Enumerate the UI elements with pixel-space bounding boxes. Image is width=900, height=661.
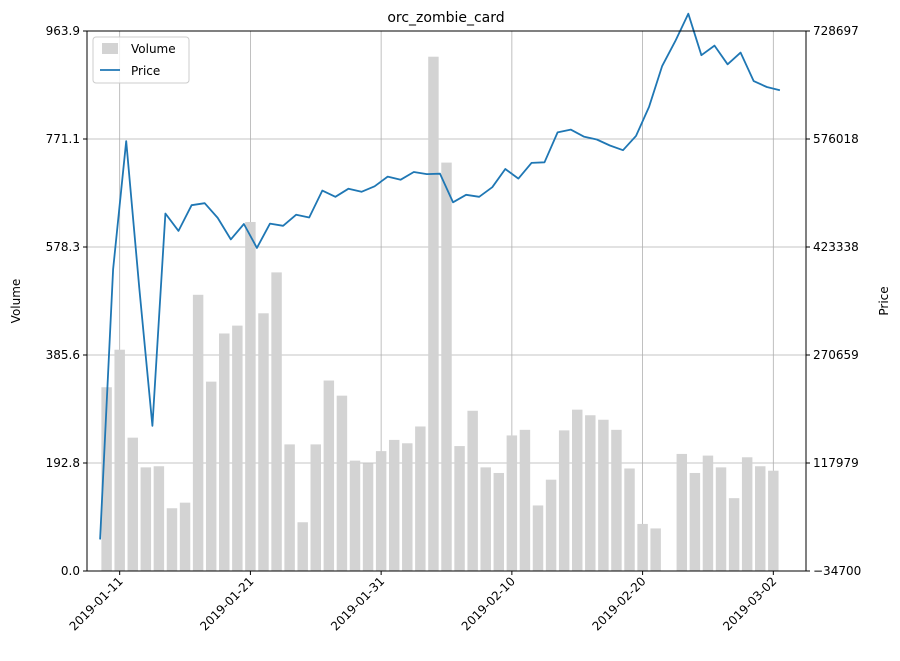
volume-bar (768, 470, 779, 571)
volume-bar (297, 522, 308, 571)
volume-bar (336, 395, 348, 571)
volume-bar (310, 444, 322, 571)
volume-bar (245, 221, 256, 571)
price-line (99, 12, 781, 540)
volume-bar (428, 56, 439, 571)
volume-bar (558, 430, 570, 571)
volume-bar (532, 505, 544, 571)
volume-bar (571, 409, 583, 571)
volume-bar (192, 294, 204, 571)
right-tick-label: 117979 (813, 456, 859, 470)
volume-bar (362, 463, 374, 571)
volume-bar (493, 472, 505, 571)
volume-bar (702, 455, 714, 571)
volume-bar (375, 451, 387, 571)
volume-bar (441, 162, 452, 572)
volume-bar (676, 453, 688, 571)
volume-bar (284, 444, 295, 571)
right-tick-label: 423338 (813, 240, 859, 254)
volume-bar (506, 435, 518, 571)
volume-bar (637, 523, 648, 571)
left-tick-label: 963.9 (46, 24, 80, 38)
volume-bar (755, 466, 766, 571)
volume-bar (114, 349, 125, 571)
volume-bar (689, 472, 701, 571)
volume-bar (519, 429, 531, 571)
volume-bar (545, 479, 557, 571)
right-tick-label: 728697 (813, 24, 859, 38)
volume-bar (232, 325, 243, 571)
volume-bar (140, 467, 152, 571)
volume-bar (480, 467, 491, 571)
volume-bar (402, 443, 413, 571)
left-tick-label: 0.0 (61, 564, 80, 578)
volume-bar (467, 410, 478, 571)
volume-bar (101, 387, 112, 571)
legend: Volume Price (92, 36, 190, 84)
volume-bar (388, 439, 400, 571)
volume-bar (179, 502, 191, 571)
volume-bar (153, 466, 165, 571)
volume-bar (728, 498, 740, 571)
chart-title: orc_zombie_card (387, 10, 504, 26)
volume-bar (349, 460, 361, 571)
right-tick-label: −34700 (813, 564, 861, 578)
price-line-layer (99, 12, 781, 540)
plot-frame (86, 30, 807, 572)
volume-bar (598, 419, 609, 571)
volume-bar (205, 381, 217, 571)
left-tick-label: 192.8 (46, 456, 80, 470)
volume-bar (454, 446, 465, 571)
volume-bar (271, 272, 282, 571)
legend-price-label: Price (131, 64, 160, 78)
legend-volume-swatch (102, 43, 118, 54)
right-y-axis: −34700 117979 270659 423338 576018 728697 (806, 24, 861, 578)
volume-bar (415, 426, 426, 571)
volume-bars (101, 56, 779, 572)
left-tick-label: 771.1 (46, 132, 80, 146)
right-tick-label: 270659 (813, 348, 859, 362)
volume-bar (585, 415, 596, 571)
y-axis-label-left: Volume (9, 279, 23, 324)
volume-bar (258, 313, 269, 571)
volume-bar (741, 457, 753, 571)
volume-bar (127, 437, 138, 571)
volume-bar (611, 429, 622, 571)
volume-bar (715, 467, 727, 571)
legend-volume-label: Volume (131, 42, 176, 56)
left-y-axis: 0.0 192.8 385.6 578.3 771.1 963.9 (46, 24, 87, 578)
y-axis-label-right: Price (877, 286, 891, 315)
right-tick-label: 576018 (813, 132, 859, 146)
volume-bar (219, 333, 230, 571)
volume-bar (323, 380, 335, 571)
volume-bar (650, 528, 661, 571)
volume-bar (624, 468, 635, 571)
left-tick-label: 578.3 (46, 240, 80, 254)
left-tick-label: 385.6 (46, 348, 80, 362)
volume-bar (166, 508, 178, 571)
